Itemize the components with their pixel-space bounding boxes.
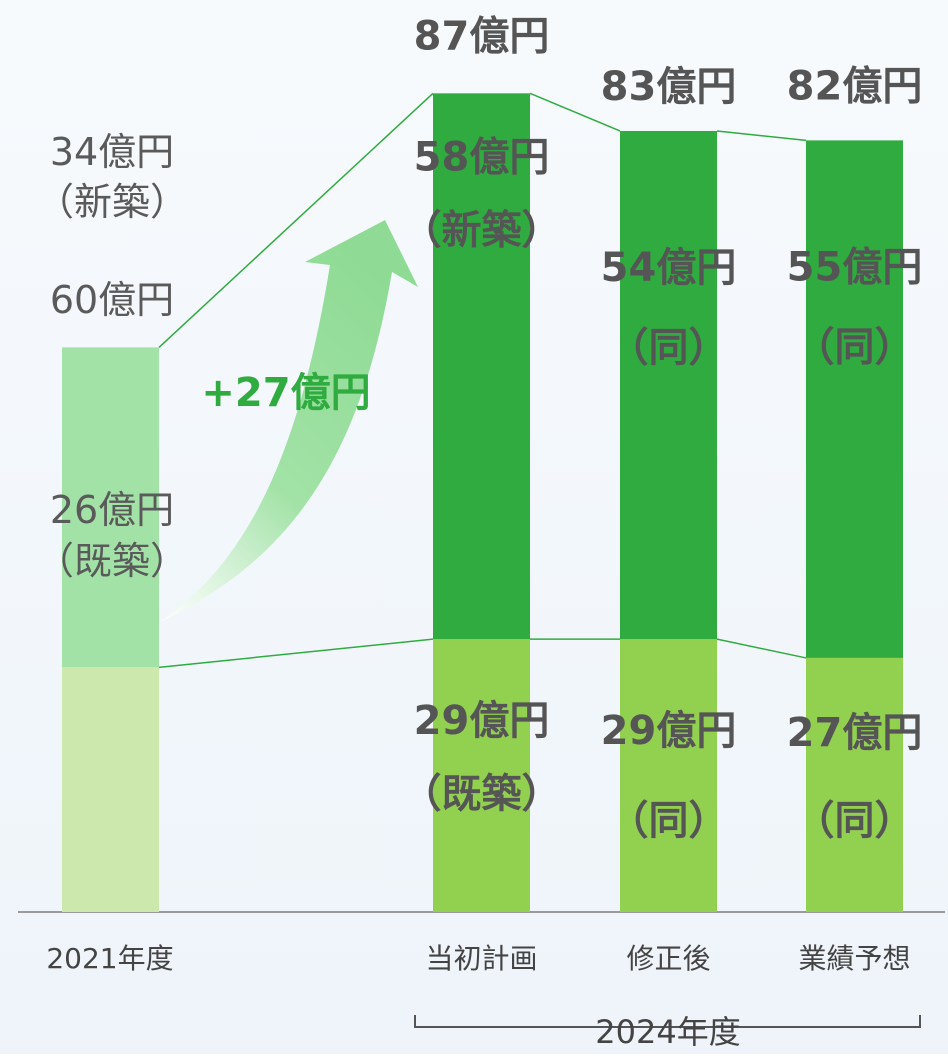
bar-segment [806, 140, 903, 658]
connector [158, 92, 434, 348]
segment-sublabel: （新築） [402, 207, 562, 253]
total-label: 87億円 [414, 13, 550, 59]
bar-segment [433, 639, 530, 912]
segment-label: 26億円 [50, 488, 174, 532]
segment-label: 29億円 [601, 708, 737, 754]
growth-arrow [160, 220, 418, 622]
segment-label: 29億円 [414, 698, 550, 744]
bar-segment [620, 130, 717, 640]
segment-sublabel: （既築） [402, 771, 562, 817]
bar-segment [62, 347, 159, 668]
connectors [158, 92, 807, 669]
segment-sublabel: （同） [609, 798, 729, 844]
connector [529, 92, 621, 132]
x-tick-label: 当初計画 [425, 942, 537, 975]
connector [158, 638, 434, 669]
bar-segment [806, 657, 903, 912]
segment-sublabel: （同） [795, 798, 915, 844]
segment-label: 58億円 [414, 134, 550, 180]
connector [716, 638, 807, 659]
segment-label: 54億円 [601, 245, 737, 291]
group-bracket [414, 1015, 921, 1028]
bar-segment [620, 639, 717, 912]
segment-sublabel: （既築） [36, 539, 188, 583]
x-tick-label: 修正後 [626, 942, 710, 975]
x-tick-label: 2021年度 [46, 942, 173, 975]
total-label: 60億円 [50, 278, 174, 322]
x-tick-label: 業績予想 [798, 942, 910, 975]
segment-label: 34億円 [50, 130, 174, 174]
segment-sublabel: （新築） [36, 180, 188, 224]
segment-sublabel: （同） [795, 324, 915, 370]
total-label: 82億円 [787, 63, 923, 109]
total-label: 83億円 [601, 64, 737, 110]
segment-label: 27億円 [787, 710, 923, 756]
bar-segment [433, 93, 530, 640]
segment-label: 55億円 [787, 244, 923, 290]
group-label: 2024年度 [595, 1013, 740, 1051]
segment-sublabel: （同） [609, 325, 729, 371]
connector [716, 130, 807, 142]
bar-segment [62, 667, 159, 912]
annotation: +27億円 [201, 370, 370, 416]
